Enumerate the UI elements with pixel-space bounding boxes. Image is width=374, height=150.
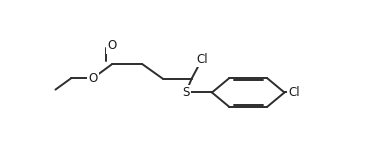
Text: S: S [182,86,190,99]
Text: O: O [107,39,117,52]
Text: Cl: Cl [289,86,300,99]
Text: Cl: Cl [196,53,208,66]
Text: O: O [89,72,98,85]
